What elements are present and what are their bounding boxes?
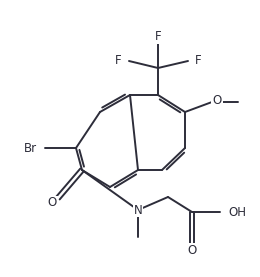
Text: O: O bbox=[212, 94, 222, 106]
Text: F: F bbox=[155, 30, 161, 43]
Text: Br: Br bbox=[24, 142, 37, 155]
Text: F: F bbox=[115, 55, 122, 68]
Text: N: N bbox=[134, 204, 142, 217]
Text: O: O bbox=[187, 243, 197, 257]
Text: O: O bbox=[47, 196, 57, 209]
Text: OH: OH bbox=[228, 206, 246, 219]
Text: F: F bbox=[195, 55, 202, 68]
